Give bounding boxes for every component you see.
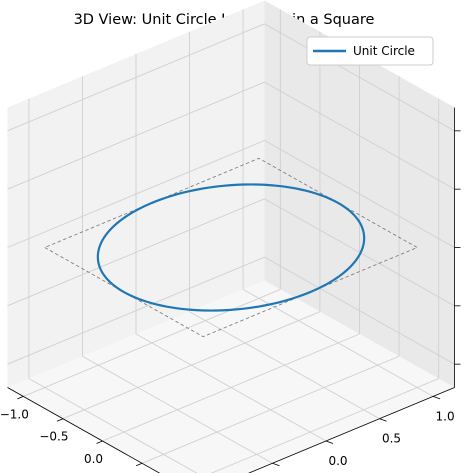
y-tick-label: 1.0 [436, 409, 455, 423]
grid-line-z [264, 140, 455, 248]
grid-line-y [28, 378, 198, 473]
legend-box [306, 36, 434, 66]
y-tick-mark [272, 462, 280, 467]
data-series [44, 157, 418, 338]
x-tick-label: 0.0 [84, 452, 103, 466]
y-tick-label: 0.0 [328, 454, 347, 468]
grid-line-z [264, 256, 455, 365]
x-tick-mark [135, 462, 143, 467]
axis-panes [7, 0, 455, 473]
grid-line-z [7, 140, 265, 248]
y-tick-mark [432, 396, 441, 400]
y-tick-label: 0.5 [382, 432, 401, 446]
square-outline [44, 157, 418, 338]
x-tick-label: −1.0 [0, 407, 29, 421]
grid-line-z [7, 198, 265, 307]
legend-label: Unit Circle [353, 44, 415, 58]
unit-circle-line [96, 183, 366, 312]
x-tick-label: −0.5 [39, 430, 68, 444]
y-tick-mark [379, 418, 387, 422]
grid-line-z [264, 198, 455, 307]
legend: Unit Circle [306, 36, 434, 66]
grid-line-y [82, 355, 273, 464]
y-tick-mark [325, 440, 334, 444]
grid-line-z [264, 81, 455, 190]
tick-labels: −1.0−0.50.00.51.0−1.0−0.50.00.51.0−1.0−0… [0, 130, 461, 468]
grid-line-z [7, 256, 265, 365]
x-tick-mark [56, 418, 64, 422]
grid-line-z [7, 81, 265, 190]
x-tick-mark [17, 396, 24, 400]
pane-xy [7, 280, 455, 473]
grid-line-y [135, 333, 327, 442]
grid-line-z [264, 23, 455, 132]
x-tick-mark [96, 440, 103, 444]
grid-line-z [7, 23, 265, 132]
